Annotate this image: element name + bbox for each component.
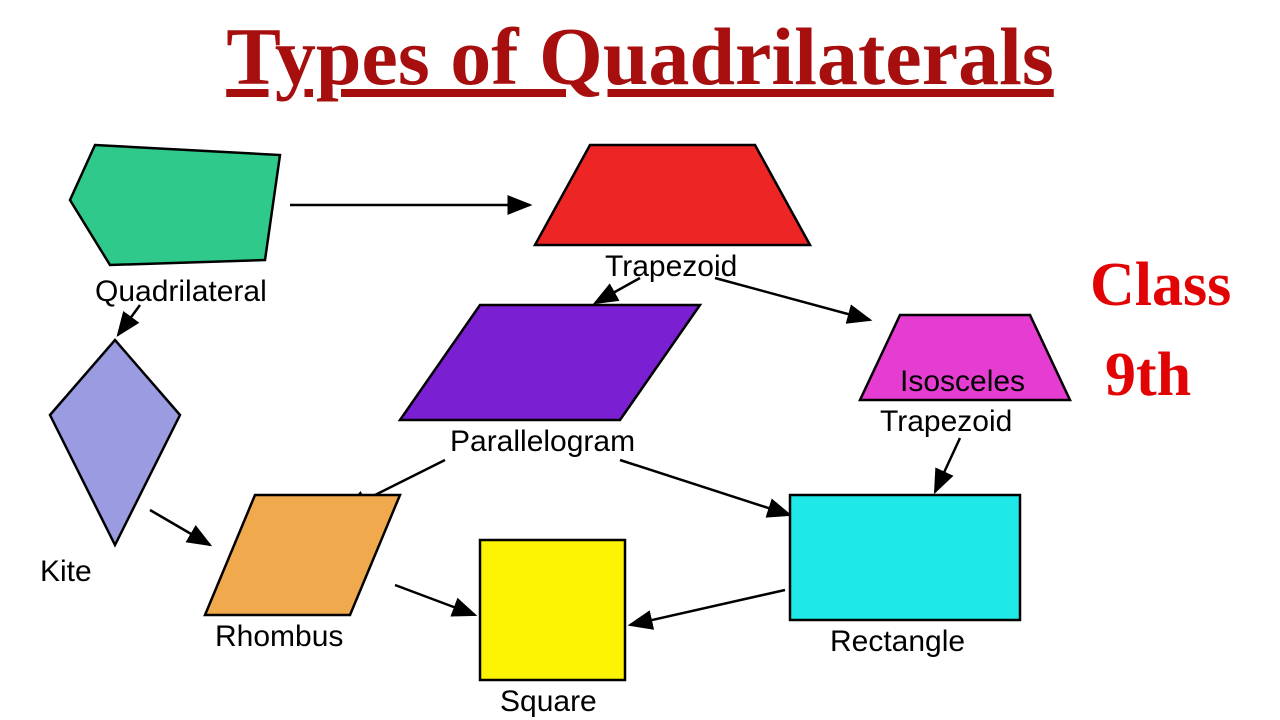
edge-isosceles-rectangle [935, 438, 960, 492]
label-kite: Kite [40, 555, 92, 589]
label-isosceles-2: Trapezoid [880, 405, 1012, 439]
edge-trapezoid-isosceles [715, 278, 870, 320]
shape-rhombus [205, 495, 400, 615]
shape-quadrilateral [70, 145, 280, 265]
label-square: Square [500, 685, 597, 719]
label-parallelogram: Parallelogram [450, 425, 635, 459]
shape-kite [50, 340, 180, 545]
edge-rectangle-square [630, 590, 785, 625]
edge-quadrilateral-kite [118, 305, 140, 335]
label-rhombus: Rhombus [215, 620, 343, 654]
edge-kite-rhombus [150, 510, 210, 545]
shape-parallelogram [400, 305, 700, 420]
edge-parallelogram-rectangle [620, 460, 790, 515]
label-quadrilateral: Quadrilateral [95, 275, 267, 309]
shape-square [480, 540, 625, 680]
shape-trapezoid [535, 145, 810, 245]
label-rectangle: Rectangle [830, 625, 965, 659]
edge-rhombus-square [395, 585, 475, 615]
quadrilateral-hierarchy-diagram [0, 0, 1280, 720]
label-trapezoid: Trapezoid [605, 250, 737, 284]
shape-rectangle [790, 495, 1020, 620]
label-on-isosceles: Isosceles [900, 365, 1025, 399]
